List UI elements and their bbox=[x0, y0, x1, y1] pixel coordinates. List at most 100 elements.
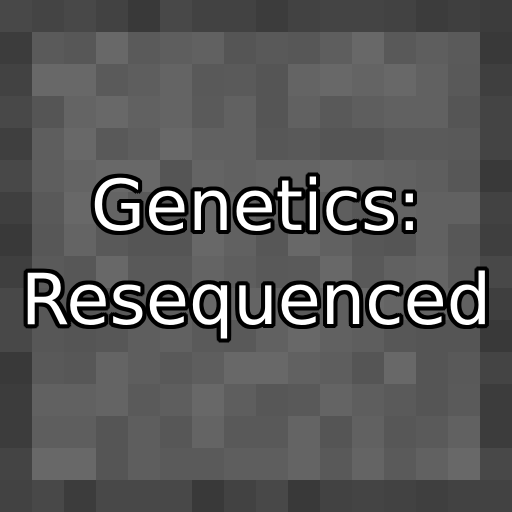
texture-pixel bbox=[0, 384, 32, 416]
texture-pixel bbox=[352, 64, 384, 96]
texture-pixel bbox=[32, 320, 64, 352]
texture-pixel bbox=[256, 480, 288, 512]
texture-pixel bbox=[160, 384, 192, 416]
texture-pixel bbox=[384, 416, 416, 448]
texture-pixel bbox=[32, 448, 64, 480]
texture-pixel bbox=[64, 480, 96, 512]
texture-pixel bbox=[480, 352, 512, 384]
texture-pixel bbox=[160, 448, 192, 480]
texture-pixel bbox=[160, 96, 192, 128]
texture-pixel bbox=[128, 32, 160, 64]
texture-pixel bbox=[288, 64, 320, 96]
texture-pixel bbox=[224, 0, 256, 32]
texture-pixel bbox=[320, 288, 352, 320]
texture-pixel bbox=[96, 416, 128, 448]
texture-pixel bbox=[448, 352, 480, 384]
texture-pixel bbox=[192, 320, 224, 352]
texture-pixel bbox=[192, 96, 224, 128]
texture-pixel bbox=[352, 448, 384, 480]
texture-pixel bbox=[352, 96, 384, 128]
texture-pixel bbox=[128, 384, 160, 416]
texture-pixel bbox=[128, 128, 160, 160]
texture-pixel bbox=[64, 64, 96, 96]
texture-pixel bbox=[384, 288, 416, 320]
texture-pixel bbox=[448, 416, 480, 448]
texture-pixel bbox=[96, 64, 128, 96]
texture-pixel bbox=[0, 64, 32, 96]
texture-pixel bbox=[320, 32, 352, 64]
texture-pixel bbox=[192, 416, 224, 448]
texture-pixel bbox=[448, 0, 480, 32]
texture-pixel bbox=[256, 128, 288, 160]
texture-pixel bbox=[0, 96, 32, 128]
texture-pixel bbox=[32, 224, 64, 256]
texture-pixel bbox=[256, 64, 288, 96]
texture-pixel bbox=[320, 384, 352, 416]
texture-pixel bbox=[416, 64, 448, 96]
texture-pixel bbox=[96, 224, 128, 256]
texture-pixel bbox=[288, 160, 320, 192]
texture-pixel bbox=[128, 480, 160, 512]
texture-pixel bbox=[128, 0, 160, 32]
texture-pixel bbox=[64, 352, 96, 384]
texture-pixel bbox=[224, 320, 256, 352]
texture-pixel bbox=[416, 288, 448, 320]
texture-pixel bbox=[384, 320, 416, 352]
texture-pixel bbox=[480, 480, 512, 512]
texture-pixel bbox=[128, 64, 160, 96]
texture-pixel bbox=[64, 192, 96, 224]
texture-pixel bbox=[64, 128, 96, 160]
texture-pixel bbox=[320, 352, 352, 384]
texture-pixel bbox=[0, 416, 32, 448]
texture-pixel bbox=[32, 384, 64, 416]
texture-pixel bbox=[0, 352, 32, 384]
texture-pixel bbox=[224, 352, 256, 384]
texture-pixel bbox=[480, 384, 512, 416]
texture-pixel bbox=[160, 128, 192, 160]
texture-pixel bbox=[384, 160, 416, 192]
texture-pixel bbox=[384, 192, 416, 224]
texture-pixel bbox=[448, 288, 480, 320]
texture-pixel bbox=[384, 96, 416, 128]
texture-pixel bbox=[416, 480, 448, 512]
texture-pixel bbox=[160, 320, 192, 352]
texture-pixel bbox=[224, 64, 256, 96]
texture-pixel bbox=[384, 352, 416, 384]
texture-pixel bbox=[256, 416, 288, 448]
texture-pixel bbox=[0, 224, 32, 256]
texture-pixel bbox=[480, 128, 512, 160]
texture-pixel bbox=[416, 160, 448, 192]
texture-pixel bbox=[64, 288, 96, 320]
texture-pixel bbox=[0, 128, 32, 160]
texture-pixel bbox=[32, 352, 64, 384]
texture-pixel bbox=[32, 288, 64, 320]
texture-pixel bbox=[192, 384, 224, 416]
texture-pixel bbox=[416, 0, 448, 32]
texture-pixel bbox=[448, 320, 480, 352]
texture-pixel bbox=[320, 480, 352, 512]
texture-pixel bbox=[256, 96, 288, 128]
texture-pixel bbox=[192, 352, 224, 384]
texture-pixel bbox=[352, 160, 384, 192]
texture-pixel bbox=[256, 384, 288, 416]
texture-pixel bbox=[128, 160, 160, 192]
texture-pixel bbox=[384, 448, 416, 480]
texture-pixel bbox=[384, 384, 416, 416]
texture-pixel bbox=[96, 128, 128, 160]
texture-pixel bbox=[192, 480, 224, 512]
texture-pixel bbox=[32, 64, 64, 96]
texture-pixel bbox=[192, 256, 224, 288]
texture-pixel bbox=[416, 224, 448, 256]
texture-pixel bbox=[128, 192, 160, 224]
texture-pixel bbox=[352, 384, 384, 416]
texture-pixel bbox=[160, 416, 192, 448]
texture-pixel bbox=[224, 224, 256, 256]
texture-pixel bbox=[224, 384, 256, 416]
texture-pixel bbox=[32, 96, 64, 128]
texture-pixel bbox=[288, 224, 320, 256]
texture-pixel bbox=[256, 352, 288, 384]
texture-pixel bbox=[480, 256, 512, 288]
texture-pixel bbox=[160, 480, 192, 512]
texture-pixel bbox=[480, 288, 512, 320]
